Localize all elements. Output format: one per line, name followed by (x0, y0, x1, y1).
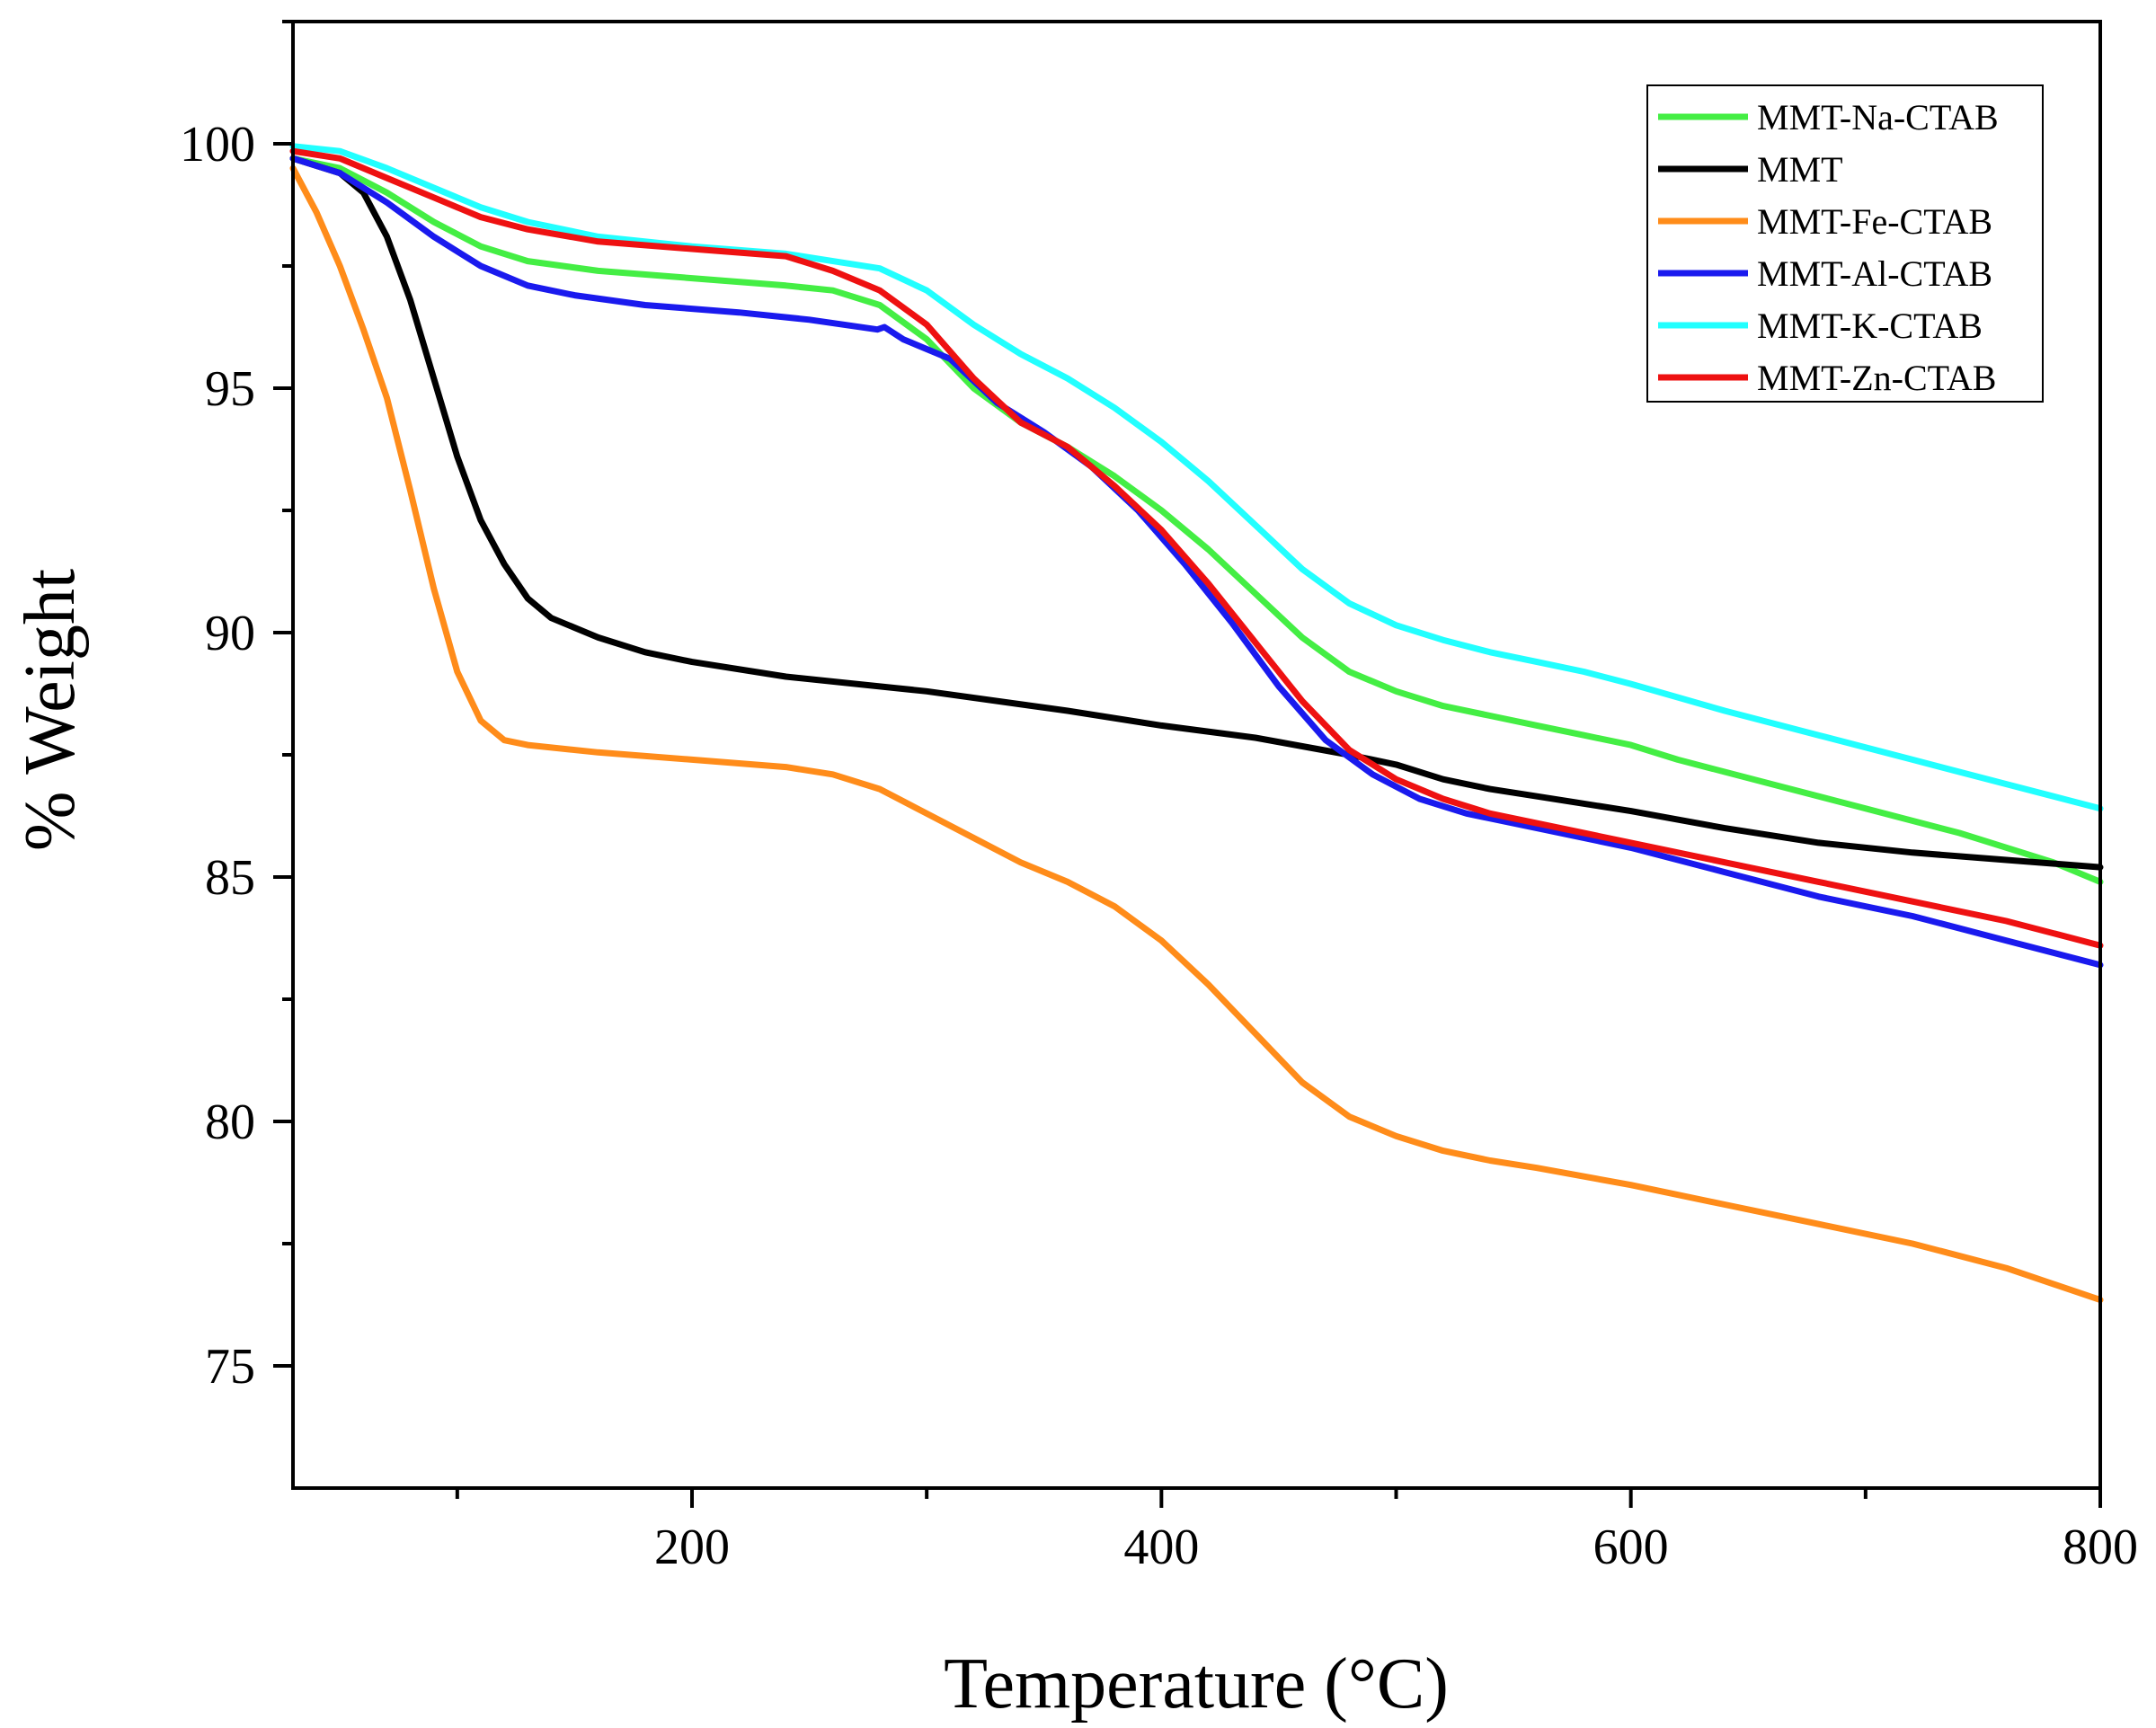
legend-label-mmt-zn-ctab: MMT-Zn-CTAB (1757, 358, 1996, 398)
series-line-mmt-na-ctab (289, 155, 2104, 885)
legend-label-mmt-k-ctab: MMT-K-CTAB (1757, 306, 1983, 346)
y-tick-label: 90 (205, 606, 255, 661)
legend-label-mmt: MMT (1757, 149, 1843, 190)
y-tick-label: 85 (205, 850, 255, 906)
y-tick-label: 80 (205, 1094, 255, 1150)
labels-layer: 200 400 600 800 75 80 85 90 95 100 (180, 117, 2138, 1575)
series-line-mmt-k-ctab (289, 143, 2104, 812)
series-line-mmt (289, 155, 2104, 871)
legend-label-mmt-na-ctab: MMT-Na-CTAB (1757, 97, 1999, 137)
y-tick-label: 95 (205, 361, 255, 417)
legend: MMT-Na-CTAB MMT MMT-Fe-CTAB MMT-Al-CTAB MMT-… (1646, 84, 2044, 403)
x-tick-label: 600 (1593, 1520, 1669, 1575)
ticks-layer (273, 20, 2102, 1508)
y-tick-label: 75 (205, 1339, 255, 1395)
y-tick-label: 100 (180, 117, 255, 173)
y-axis-title: % Weight (11, 569, 90, 851)
x-tick-label: 200 (654, 1520, 730, 1575)
x-tick-label: 400 (1123, 1520, 1199, 1575)
x-tick-label: 800 (2063, 1520, 2138, 1575)
series-layer (289, 143, 2104, 1304)
legend-items: MMT-Na-CTAB MMT MMT-Fe-CTAB MMT-Al-CTAB MMT-… (1658, 97, 1999, 398)
x-axis-title: Temperature (°C) (944, 1644, 1449, 1724)
legend-label-mmt-al-ctab: MMT-Al-CTAB (1757, 253, 1992, 294)
series-line-mmt-zn-ctab (289, 147, 2104, 949)
legend-box (1646, 84, 2044, 403)
legend-label-mmt-fe-ctab: MMT-Fe-CTAB (1757, 201, 1992, 242)
series-line-mmt-fe-ctab (289, 164, 2104, 1304)
